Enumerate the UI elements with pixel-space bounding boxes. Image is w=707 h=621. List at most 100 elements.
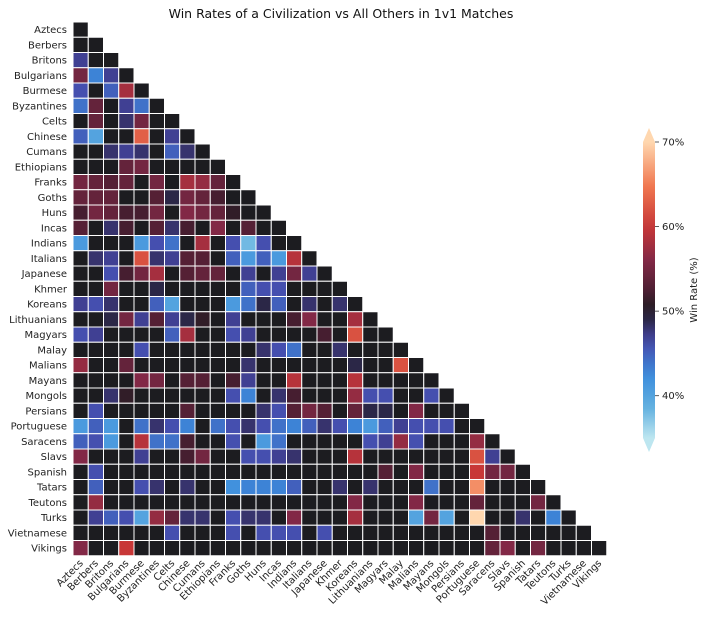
heatmap-cell (331, 311, 348, 328)
heatmap-cell (362, 463, 379, 480)
heatmap-cell (148, 128, 165, 145)
heatmap-cell (240, 311, 257, 328)
heatmap-cell (179, 189, 196, 206)
heatmap-cell (72, 113, 89, 130)
heatmap-cell (179, 326, 196, 343)
heatmap-cell (270, 235, 287, 252)
heatmap-cell (286, 402, 303, 419)
heatmap-cell (118, 265, 135, 282)
heatmap-cell (408, 433, 425, 450)
heatmap-cell (331, 418, 348, 435)
heatmap-cell (164, 219, 181, 236)
heatmap-cell (301, 357, 318, 374)
heatmap-cell (286, 540, 303, 557)
heatmap-cell (347, 402, 364, 419)
heatmap-cell (118, 67, 135, 84)
heatmap-cell (87, 97, 104, 114)
heatmap-cell (484, 540, 501, 557)
heatmap-cell (270, 219, 287, 236)
heatmap-cell (331, 296, 348, 313)
heatmap-cell (148, 174, 165, 191)
heatmap-cell (469, 433, 486, 450)
heatmap-cell (240, 372, 257, 389)
heatmap-cell (118, 82, 135, 99)
heatmap-cell (179, 372, 196, 389)
heatmap-cell (164, 341, 181, 358)
heatmap-cell (118, 250, 135, 267)
heatmap-cell (255, 296, 272, 313)
heatmap-cell (164, 479, 181, 496)
heatmap-cell (148, 97, 165, 114)
heatmap-cell (179, 387, 196, 404)
heatmap-cell (575, 540, 592, 557)
heatmap-cell (331, 280, 348, 297)
heatmap-cell (194, 265, 211, 282)
heatmap-cell (347, 479, 364, 496)
heatmap-cell (347, 448, 364, 465)
heatmap-cell (225, 280, 242, 297)
heatmap-cell (255, 494, 272, 511)
heatmap-cell (225, 402, 242, 419)
heatmap-cell (255, 326, 272, 343)
heatmap-cell (103, 448, 120, 465)
heatmap-cell (133, 433, 150, 450)
heatmap-cell (438, 524, 455, 541)
heatmap-cell (392, 524, 409, 541)
heatmap-cell (72, 143, 89, 160)
heatmap-cell (87, 433, 104, 450)
heatmap-cell (72, 540, 89, 557)
heatmap-cell (301, 265, 318, 282)
heatmap-cell (301, 296, 318, 313)
heatmap-cell (209, 524, 226, 541)
heatmap-cell (133, 311, 150, 328)
heatmap-cell (103, 280, 120, 297)
heatmap-cell (347, 540, 364, 557)
heatmap-cell (255, 418, 272, 435)
heatmap-cell (286, 311, 303, 328)
heatmap-cell (118, 448, 135, 465)
y-tick-label: Incas (41, 223, 67, 234)
heatmap-cell (240, 280, 257, 297)
heatmap-cell (530, 524, 547, 541)
heatmap-cell (164, 174, 181, 191)
heatmap-cell (148, 479, 165, 496)
heatmap-cell (118, 387, 135, 404)
heatmap-cell (164, 250, 181, 267)
heatmap-cell (133, 494, 150, 511)
colorbar-gradient (643, 142, 655, 438)
heatmap-cell (209, 189, 226, 206)
heatmap-cell (179, 402, 196, 419)
heatmap-cell (225, 296, 242, 313)
heatmap-cell (225, 189, 242, 206)
heatmap-cell (514, 540, 531, 557)
heatmap-cell (209, 494, 226, 511)
heatmap-cell (133, 143, 150, 160)
heatmap-cell (72, 21, 89, 38)
y-tick-label: Celts (42, 117, 67, 128)
colorbar-extend-bottom (643, 438, 655, 452)
heatmap-cell (72, 250, 89, 267)
heatmap-cell (255, 540, 272, 557)
heatmap-cell (240, 250, 257, 267)
heatmap-cell (286, 280, 303, 297)
heatmap-cell (148, 265, 165, 282)
heatmap-cell (225, 204, 242, 221)
heatmap-cell (103, 204, 120, 221)
heatmap-cell (362, 494, 379, 511)
heatmap-cell (316, 448, 333, 465)
heatmap-cell (103, 479, 120, 496)
heatmap-cell (87, 235, 104, 252)
heatmap-cell (209, 433, 226, 450)
y-tick-label: Spanish (28, 467, 68, 478)
heatmap-cell (194, 235, 211, 252)
heatmap-cell (148, 204, 165, 221)
heatmap-cell (103, 113, 120, 130)
heatmap-cell (453, 448, 470, 465)
heatmap-cell (453, 479, 470, 496)
heatmap-cell (164, 402, 181, 419)
heatmap-cell (103, 128, 120, 145)
heatmap-cell (164, 235, 181, 252)
heatmap-cell (87, 509, 104, 526)
heatmap-cell (225, 448, 242, 465)
heatmap-cell (209, 448, 226, 465)
